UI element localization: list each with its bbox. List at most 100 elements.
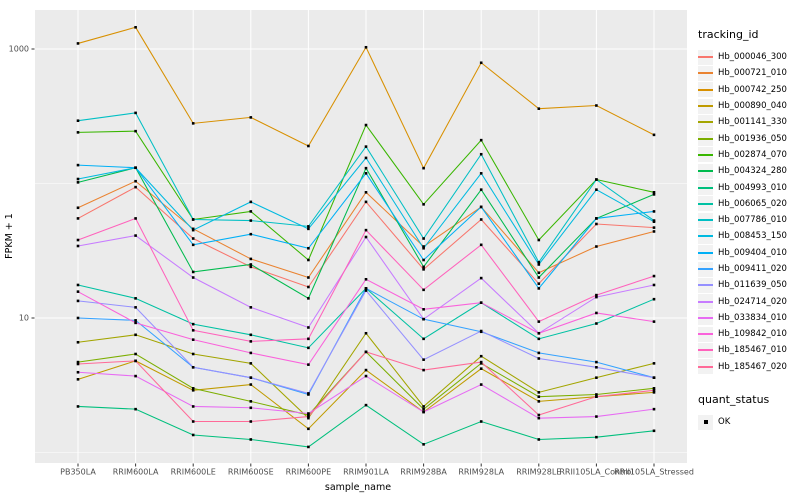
data-point [249,438,253,441]
data-point [422,246,425,250]
legend-label: OK [718,417,731,428]
data-point [191,228,195,232]
data-point [479,383,483,386]
data-point [595,104,598,107]
data-point [595,295,598,299]
data-point [364,191,368,194]
data-point [422,308,425,311]
data-point [134,319,137,322]
data-point [364,331,368,335]
data-point [249,376,253,379]
data-point [307,326,310,329]
data-point [134,359,137,363]
legend-item: Hb_000721_010 [698,65,798,81]
data-point [307,346,310,350]
data-point [479,243,483,247]
legend-label: Hb_009411_020 [718,264,787,274]
data-point [249,406,253,410]
legend-item: Hb_009411_020 [698,261,798,277]
legend-key [698,147,713,163]
data-point [595,395,598,398]
data-point [249,116,253,119]
data-point [364,45,368,49]
data-point [652,407,656,411]
data-point [422,337,425,341]
y-tick-label: 10 [19,314,29,323]
legend-key [698,228,713,244]
data-point [191,270,195,274]
data-point [307,276,310,279]
data-point [595,376,598,379]
legend-label: Hb_000046_300 [718,52,787,63]
data-point [76,244,80,248]
x-tick-label: RRII105LA_Control [559,468,633,477]
data-point [364,350,368,354]
legend-label: Hb_001936_050 [718,133,787,144]
data-point [537,400,541,403]
data-point [364,200,368,204]
data-point [422,317,425,321]
data-point [537,351,541,355]
data-point [422,166,425,170]
data-point [249,200,253,204]
data-point [307,246,310,250]
data-point [537,391,541,394]
data-point [76,362,80,366]
data-point [537,395,541,398]
data-point [652,429,656,433]
legend-quant-items: OK [698,414,798,430]
legend-key-line-icon [698,365,713,368]
data-point [191,420,195,423]
data-point [134,333,137,337]
data-point [307,415,310,418]
legend-label: Hb_185467_020 [718,361,787,372]
legend-key [698,245,713,261]
legend-key-line-icon [698,316,713,319]
data-point [364,368,368,372]
data-point [422,407,425,411]
data-point [479,218,483,221]
data-point [134,111,137,115]
legend-label: Hb_006065_020 [718,198,787,209]
data-point [76,299,80,303]
data-point [652,283,656,287]
legend-item: Hb_000046_300 [698,49,798,65]
data-point [307,392,310,395]
legend-key-line-icon [698,121,713,124]
data-point [134,185,137,189]
data-point [479,172,483,175]
legend-item: Hb_033834_010 [698,310,798,326]
legend-item: Hb_109842_010 [698,326,798,342]
data-point [537,107,541,110]
data-point [422,405,425,408]
legend-key [698,261,713,277]
legend-key [698,277,713,293]
legend-key-line-icon [698,300,713,303]
data-point [249,232,253,236]
data-point [652,274,656,278]
data-point [537,260,541,264]
data-point [595,217,598,220]
data-point [191,433,195,437]
legend-key [698,82,713,98]
data-point [595,360,598,364]
data-point [364,156,368,160]
legend-key-line-icon [698,235,713,238]
legend-label: Hb_109842_010 [718,329,787,340]
data-point [479,360,483,364]
x-tick-label: RRIM600SE [228,468,274,477]
data-point [134,407,137,411]
data-point [76,217,80,220]
data-point [422,268,425,271]
data-point [307,144,310,148]
data-point [249,263,253,266]
data-point [76,163,80,167]
data-point [307,225,310,228]
data-point [191,338,195,341]
y-axis-title: FPKM + 1 [4,213,15,259]
data-point [595,311,598,315]
data-point [537,263,541,266]
x-tick-label: PB350LA [60,468,96,477]
data-point [652,220,656,223]
legend-key [698,310,713,326]
